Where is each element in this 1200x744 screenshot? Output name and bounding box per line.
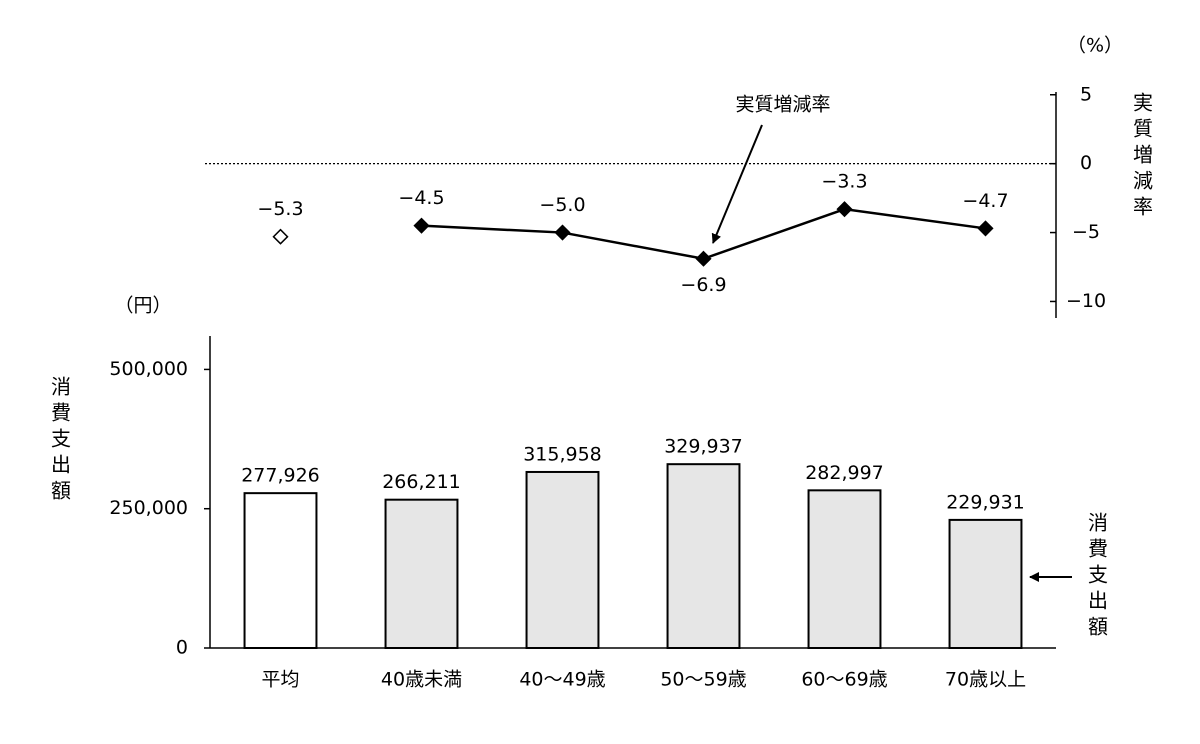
marker (554, 224, 571, 241)
line-annotation: 実質増減率 (735, 94, 830, 116)
value-label: −6.9 (680, 274, 726, 296)
value-label: −3.3 (821, 171, 867, 193)
y2-axis-title: 実質増減率 (1130, 92, 1154, 222)
value-label: 329,937 (664, 436, 743, 458)
y2-tick-label: −5 (1072, 221, 1100, 243)
value-label: −5.0 (539, 194, 585, 216)
y2-unit: （%） (1067, 35, 1123, 57)
value-label: 229,931 (946, 491, 1025, 513)
y-unit: （円） (114, 295, 171, 317)
bar (243, 492, 318, 649)
value-label: 315,958 (523, 443, 602, 465)
bar (807, 489, 882, 649)
annotation-arrow (711, 124, 763, 244)
value-label: −5.3 (257, 198, 303, 220)
marker (836, 201, 853, 218)
marker (977, 220, 994, 237)
value-label: −4.7 (962, 190, 1008, 212)
value-label: 282,997 (805, 462, 884, 484)
bar-annotation: 消費支出額 (1085, 512, 1109, 642)
x-tick-label: 60～69歳 (801, 669, 887, 691)
marker (272, 228, 289, 245)
x-tick-label: 平均 (261, 669, 299, 691)
y-tick-label: 500,000 (109, 358, 188, 380)
y-tick-label: 250,000 (109, 497, 188, 519)
value-label: 266,211 (382, 471, 461, 493)
y-tick-label: 0 (176, 637, 188, 659)
x-tick-label: 40歳未満 (381, 669, 462, 691)
bar (666, 463, 741, 649)
x-tick-label: 70歳以上 (945, 669, 1026, 691)
value-label: 277,926 (241, 465, 320, 487)
bar (384, 498, 459, 649)
x-tick-label: 40～49歳 (519, 669, 605, 691)
bar (525, 470, 600, 649)
x-tick-label: 50～59歳 (660, 669, 746, 691)
y2-tick-label: −10 (1066, 290, 1106, 312)
marker (413, 217, 430, 234)
bar (948, 518, 1023, 649)
y2-tick-label: 5 (1080, 83, 1092, 105)
marker (695, 250, 712, 267)
y2-tick-label: 0 (1080, 152, 1092, 174)
y-axis-title: 消費支出額 (48, 376, 72, 506)
value-label: −4.5 (398, 187, 444, 209)
